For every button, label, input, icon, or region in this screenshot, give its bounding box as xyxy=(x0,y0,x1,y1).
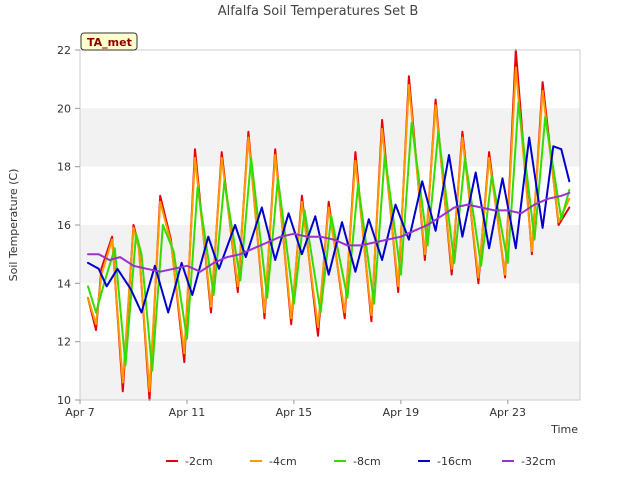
x-axis-ticks: Apr 7 Apr 11 Apr 15 Apr 19 Apr 23 xyxy=(65,400,526,419)
legend-label: -4cm xyxy=(269,455,297,468)
grid-bands xyxy=(80,108,580,400)
y-tick-label: 12 xyxy=(57,336,71,349)
legend-label: -2cm xyxy=(185,455,213,468)
series-line-32cm xyxy=(87,191,571,273)
plot-area xyxy=(87,49,571,401)
grid-band xyxy=(80,341,580,400)
x-tick-label: Apr 15 xyxy=(276,406,313,419)
x-tick-label: Apr 23 xyxy=(490,406,527,419)
y-tick-label: 20 xyxy=(57,102,71,115)
legend-label: -16cm xyxy=(437,455,472,468)
y-axis-label: Soil Temperature (C) xyxy=(7,169,20,282)
x-tick-label: Apr 11 xyxy=(169,406,206,419)
ta-met-badge-label: TA_met xyxy=(87,36,132,49)
chart-title: Alfalfa Soil Temperatures Set B xyxy=(218,4,419,19)
y-tick-label: 22 xyxy=(57,44,71,57)
y-tick-label: 18 xyxy=(57,161,71,174)
y-axis-ticks: 10 12 14 16 18 20 22 xyxy=(57,44,80,407)
series-line-16cm xyxy=(87,136,571,314)
legend-label: -32cm xyxy=(521,455,556,468)
grid-band xyxy=(80,108,580,167)
ta-met-badge-box xyxy=(80,32,138,51)
y-tick-label: 14 xyxy=(57,277,71,290)
x-axis-label: Time xyxy=(550,423,578,436)
legend-label: -8cm xyxy=(353,455,381,468)
series-line-8cm xyxy=(87,101,571,372)
y-tick-label: 10 xyxy=(57,394,71,407)
legend: -2cm -4cm -8cm -16cm -32cm xyxy=(166,455,556,468)
x-tick-label: Apr 19 xyxy=(383,406,420,419)
x-tick-label: Apr 7 xyxy=(65,406,95,419)
ta-met-badge: TA_met xyxy=(80,32,138,51)
y-tick-label: 16 xyxy=(57,219,71,232)
